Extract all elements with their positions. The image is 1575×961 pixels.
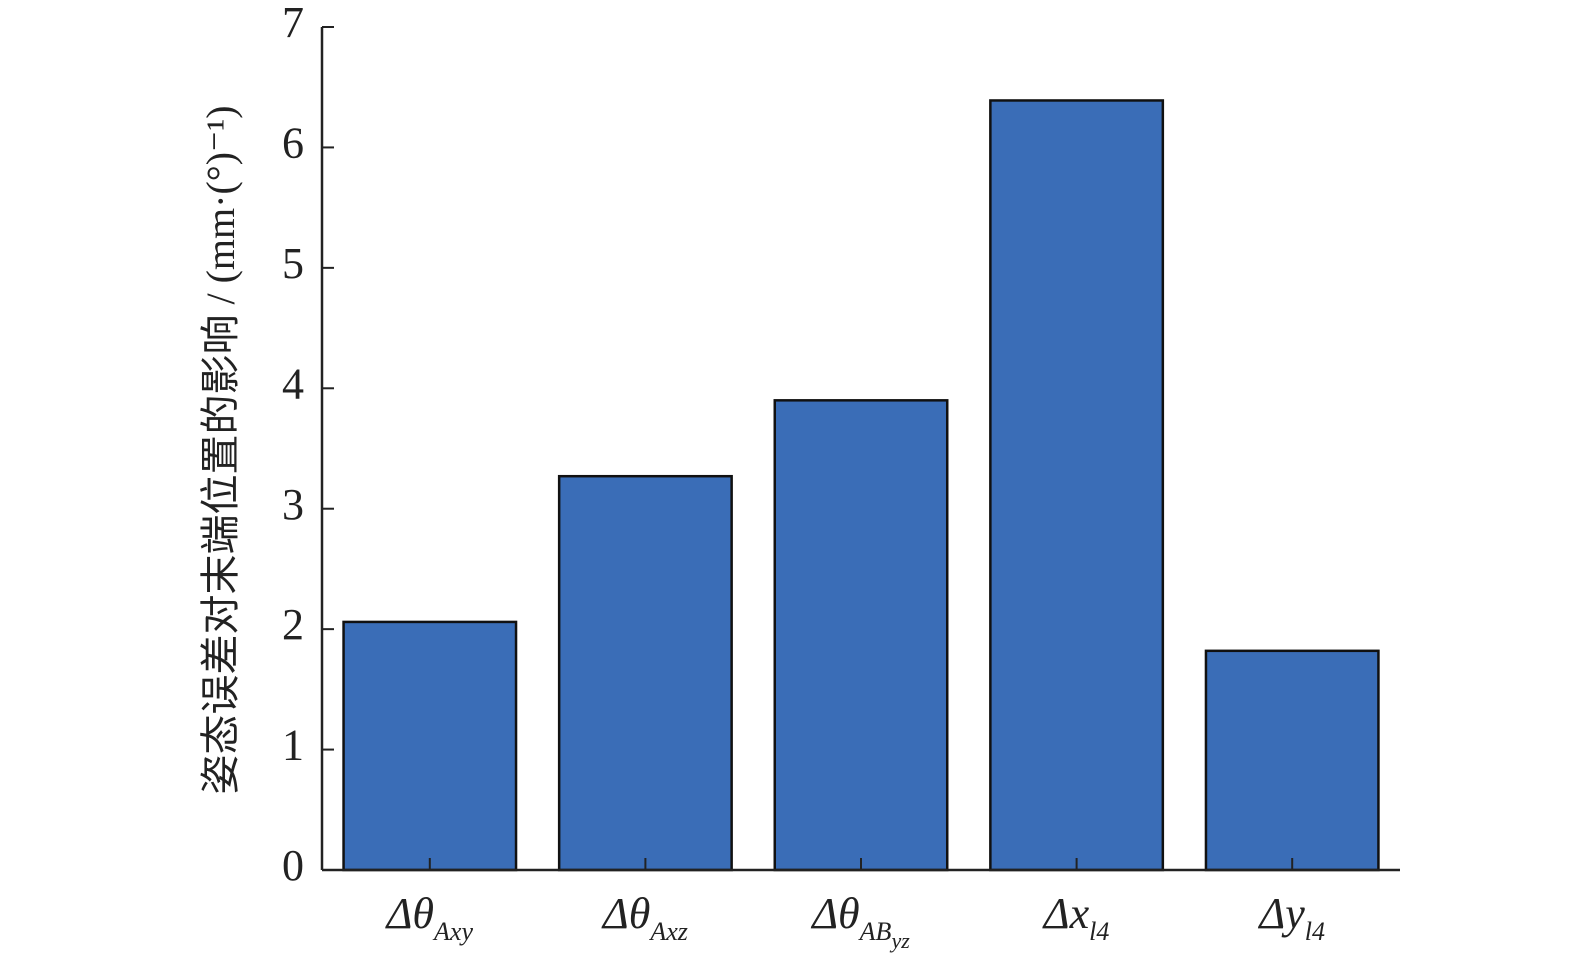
category-sub: Axz — [648, 917, 688, 946]
bar — [557, 474, 733, 872]
bar — [342, 620, 518, 872]
category-base: Δx — [1042, 889, 1090, 938]
category-base: Δy — [1257, 889, 1305, 938]
category-sub: l4 — [1089, 917, 1109, 946]
x-tick-label: ΔθAByz — [810, 889, 910, 953]
y-tick-label: 6 — [282, 119, 304, 168]
category-sub: l4 — [1305, 917, 1325, 946]
y-tick-label: 5 — [282, 239, 304, 288]
category-sub: AB — [858, 917, 892, 946]
category-base: Δθ — [810, 889, 859, 938]
y-tick-label: 2 — [282, 600, 304, 649]
y-axis-label: 姿态误差对末端位置的影响 / (mm·(°)⁻¹) — [198, 105, 243, 794]
y-tick-label: 4 — [282, 359, 304, 408]
x-tick-label: ΔθAxy — [385, 889, 474, 946]
category-subsub: yz — [889, 928, 910, 953]
y-tick-label: 1 — [282, 721, 304, 770]
bar — [989, 99, 1165, 872]
category-base: Δθ — [601, 889, 650, 938]
category-sub: Axy — [432, 917, 473, 946]
bar — [773, 399, 949, 872]
y-tick-label: 0 — [282, 841, 304, 890]
x-tick-label: ΔθAxz — [601, 889, 688, 946]
x-tick-label: Δxl4 — [1042, 889, 1110, 946]
y-tick-label: 7 — [282, 0, 304, 47]
y-tick-label: 3 — [282, 480, 304, 529]
category-base: Δθ — [385, 889, 434, 938]
x-tick-label: Δyl4 — [1257, 889, 1325, 946]
bar — [1204, 649, 1380, 872]
